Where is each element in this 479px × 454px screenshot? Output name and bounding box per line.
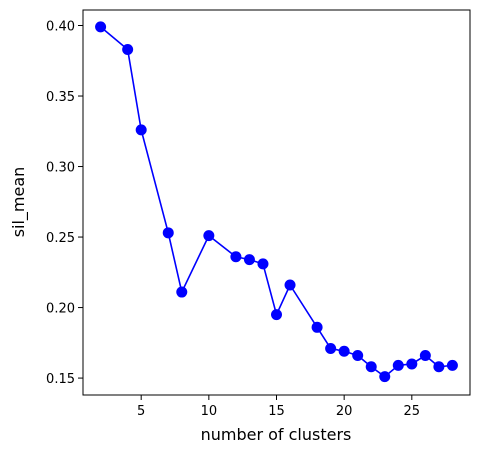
- point: [352, 350, 364, 362]
- point: [325, 342, 337, 354]
- point: [135, 124, 147, 136]
- x-tick-label: 20: [336, 404, 353, 419]
- x-axis-label: number of clusters: [201, 425, 352, 444]
- point: [271, 309, 282, 321]
- point: [284, 279, 296, 291]
- point: [95, 21, 107, 33]
- point: [203, 230, 215, 242]
- y-tick-label: 0.35: [46, 90, 75, 105]
- point: [243, 254, 255, 266]
- point: [257, 258, 269, 270]
- point: [446, 359, 458, 371]
- y-tick-label: 0.25: [46, 231, 75, 246]
- x-tick-label: 15: [268, 404, 285, 419]
- x-tick-label: 10: [201, 404, 218, 419]
- series-line: [100, 26, 453, 378]
- point: [379, 371, 391, 383]
- point: [230, 251, 242, 263]
- point: [406, 358, 418, 370]
- point: [338, 345, 350, 357]
- point: [162, 227, 174, 239]
- y-tick-label: 0.20: [46, 302, 75, 317]
- y-tick-label: 0.30: [46, 161, 75, 176]
- x-tick-label: 25: [404, 404, 421, 419]
- point: [365, 361, 377, 373]
- point: [311, 321, 323, 333]
- point: [176, 286, 188, 298]
- point: [392, 359, 404, 371]
- point: [433, 361, 445, 373]
- y-tick-label: 0.15: [46, 372, 75, 387]
- point: [122, 43, 134, 55]
- x-tick-label: 5: [137, 404, 145, 419]
- y-axis-label: sil_mean: [9, 167, 29, 238]
- point: [419, 350, 431, 362]
- y-tick-label: 0.40: [46, 20, 75, 35]
- plot-frame: [82, 9, 471, 396]
